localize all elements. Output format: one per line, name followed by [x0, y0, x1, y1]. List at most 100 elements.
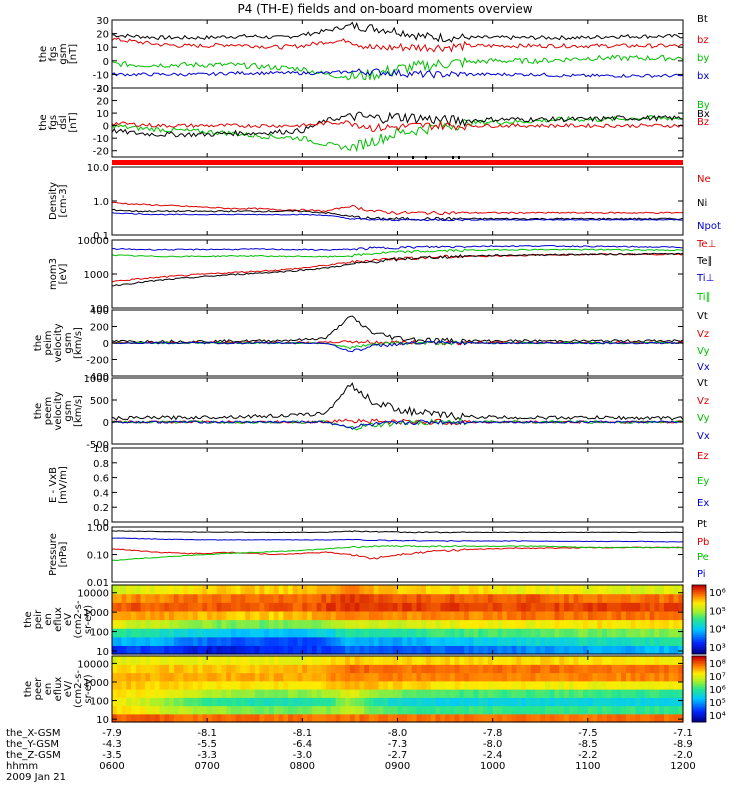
spectrogram-cell: [635, 636, 641, 646]
spectrogram-cell: [145, 689, 151, 698]
spectrogram-cell: [311, 619, 318, 629]
spectrogram-cell: [597, 593, 603, 603]
spectrogram-cell: [126, 610, 132, 621]
spectrogram-cell: [640, 664, 646, 674]
spectrogram-cell: [326, 713, 332, 723]
spectrogram-cell: [340, 697, 346, 707]
spectrogram-cell: [473, 645, 479, 655]
spectrogram-cell: [387, 713, 394, 723]
spectrogram-cell: [183, 645, 189, 655]
spectrogram-cell: [283, 713, 289, 723]
spectrogram-cell: [378, 664, 384, 674]
spectrogram-cell: [502, 619, 508, 629]
spectrogram-cell: [464, 636, 470, 646]
spectrogram-cell: [349, 697, 356, 707]
spectrogram-cell: [578, 585, 584, 595]
spectrogram-cell: [435, 656, 441, 665]
spectrogram-cell: [649, 656, 656, 665]
colorbar-swatch: [692, 657, 706, 660]
spectrogram-cell: [316, 672, 322, 682]
spectrogram-cell: [602, 664, 608, 674]
spectrogram-cell: [473, 680, 479, 690]
spectrogram-cell: [449, 645, 456, 655]
spectrogram-cell: [216, 656, 223, 665]
spectrogram-cell: [345, 610, 351, 621]
spectrogram-cell: [468, 713, 475, 723]
footer-label-hhmm: hhmm: [6, 761, 38, 772]
colorbar-tick-label: 10⁴: [709, 625, 726, 636]
spectrogram-cell: [178, 602, 184, 612]
spectrogram-cell: [245, 593, 251, 603]
spectrogram-cell: [583, 713, 589, 723]
spectrogram-cell: [164, 705, 170, 715]
spectrogram-cell: [487, 619, 494, 629]
spectrogram-cell: [354, 656, 361, 665]
spectrogram-cell: [426, 664, 432, 674]
spectrogram-cell: [573, 680, 579, 690]
spectrogram-cell: [173, 602, 180, 612]
spectrogram-cell: [663, 664, 670, 674]
spectrogram-cell: [492, 602, 499, 612]
spectrogram-cell: [335, 610, 341, 621]
spectrogram-cell: [487, 705, 494, 715]
spectrogram-cell: [554, 672, 560, 682]
spectrogram-cell: [525, 664, 532, 674]
spectrogram-cell: [635, 689, 641, 698]
spectrogram-cell: [487, 585, 494, 595]
y-axis-label-line: en: [43, 613, 54, 626]
spectrogram-cell: [511, 656, 518, 665]
spectrogram-cell: [644, 585, 651, 595]
spectrogram-cell: [116, 585, 123, 595]
y-tick-label: 0: [103, 57, 109, 68]
spectrogram-cell: [368, 645, 375, 655]
spectrogram-cell: [445, 680, 451, 690]
spectrogram-cell: [140, 672, 146, 682]
spectrogram-cell: [273, 619, 280, 629]
colorbar-swatch: [692, 617, 706, 620]
spectrogram-cell: [164, 593, 170, 603]
spectrogram-cell: [159, 664, 165, 674]
spectrogram-cell: [302, 602, 308, 612]
spectrogram-cell: [616, 664, 622, 674]
spectrogram-cell: [640, 602, 646, 612]
spectrogram-cell: [345, 705, 351, 715]
colorbar-swatch: [692, 680, 706, 683]
spectrogram-cell: [283, 602, 289, 612]
spectrogram-cell: [530, 645, 537, 655]
spectrogram-cell: [330, 593, 337, 603]
spectrogram-cell: [278, 628, 284, 638]
spectrogram-cell: [630, 689, 637, 698]
y-tick-label: 0.01: [87, 578, 109, 589]
y-tick-label: 200: [90, 323, 109, 334]
spectrogram-cell: [407, 713, 413, 723]
spectrogram-cell: [116, 713, 123, 723]
spectrogram-cell: [516, 593, 522, 603]
colorbar-swatch: [692, 720, 706, 723]
spectrogram-cell: [373, 610, 380, 621]
spectrogram-cell: [473, 593, 479, 603]
spectrogram-cell: [354, 585, 361, 595]
spectrogram-cell: [535, 664, 541, 674]
spectrogram-cell: [668, 610, 675, 621]
spectrogram-cell: [321, 645, 327, 655]
spectrogram-cell: [145, 619, 151, 629]
spectrogram-cell: [240, 593, 246, 603]
spectrogram-cell: [649, 705, 656, 715]
spectrogram-cell: [278, 602, 284, 612]
spectrogram-cell: [373, 593, 380, 603]
spectrogram-cell: [502, 645, 508, 655]
spectrogram-cell: [649, 593, 656, 603]
spectrogram-cell: [173, 636, 180, 646]
spectrogram-cell: [673, 697, 679, 707]
spectrogram-cell: [402, 610, 408, 621]
spectrogram-cell: [354, 602, 361, 612]
spectrogram-cell: [521, 697, 527, 707]
spectrogram-cell: [678, 593, 684, 603]
legend-ex: Ex: [697, 498, 709, 509]
spectrogram-cell: [326, 619, 332, 629]
spectrogram-cell: [573, 585, 579, 595]
spectrogram-cell: [530, 664, 537, 674]
spectrogram-cell: [126, 619, 132, 629]
spectrogram-cell: [587, 636, 594, 646]
